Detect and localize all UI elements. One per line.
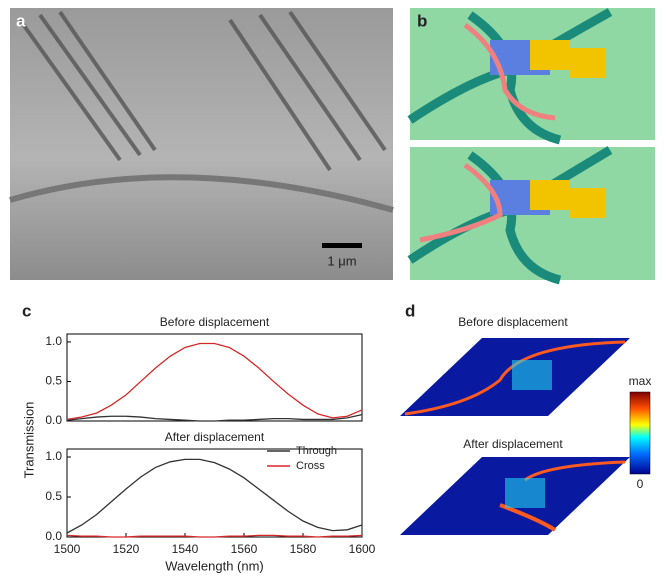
x-tick-label: 1600	[349, 542, 376, 556]
chart-title: Before displacement	[160, 315, 270, 329]
y-axis-label: Transmission	[21, 402, 36, 479]
series-line	[66, 458, 363, 534]
y-tick-label: 0.0	[45, 413, 62, 427]
scale-bar-label: 1 μm	[327, 253, 356, 268]
panel-label: a	[16, 11, 26, 30]
chart-title: After displacement	[165, 430, 265, 444]
panel-title: Before displacement	[458, 315, 568, 329]
schematic: b	[407, 8, 655, 285]
legend-label: Through	[296, 445, 337, 457]
y-tick-label: 0.5	[45, 374, 62, 388]
x-tick-label: 1580	[290, 542, 317, 556]
x-tick-label: 1520	[113, 542, 140, 556]
x-tick-label: 1560	[231, 542, 258, 556]
panel-label: b	[417, 11, 427, 30]
legend-label: Cross	[296, 460, 325, 472]
x-tick-label: 1540	[172, 542, 199, 556]
series-line	[66, 534, 363, 538]
x-tick-label: 1500	[54, 542, 81, 556]
plot-frame	[66, 333, 363, 422]
simulation: d Before displacement After displacement…	[400, 301, 651, 535]
y-tick-label: 0.5	[45, 489, 62, 503]
series-line	[66, 342, 363, 421]
x-axis-label: Wavelength (nm)	[165, 558, 264, 573]
colorbar-label: max	[629, 374, 652, 388]
panel-label: c	[22, 301, 31, 320]
sem-image: 1 μm a	[9, 8, 394, 280]
y-tick-label: 1.0	[45, 334, 62, 348]
y-tick-label: 0.0	[45, 529, 62, 543]
series-line	[66, 414, 363, 422]
colorbar-label: 0	[637, 477, 644, 491]
y-tick-label: 1.0	[45, 449, 62, 463]
panel-title: After displacement	[463, 437, 563, 451]
panel-label: d	[405, 301, 415, 320]
charts: Before displacement 0.0 0.5 1.0 Transmission…	[21, 315, 375, 573]
